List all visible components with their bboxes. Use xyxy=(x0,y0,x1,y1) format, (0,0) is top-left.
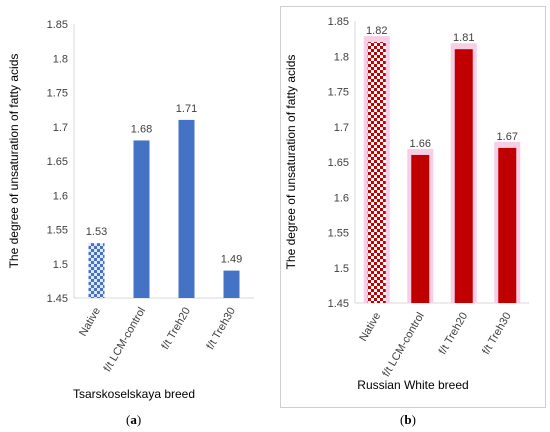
data-label: 1.66 xyxy=(410,138,431,150)
data-label: 1.67 xyxy=(497,131,518,143)
bar xyxy=(88,243,105,298)
chart-panel-a: 1.45 1.5 1.55 1.6 1.65 1.7 1.75 1.8 1.85 The degr… xyxy=(4,6,270,408)
y-tick-label: 1.8 xyxy=(53,53,68,65)
y-tick-label: 1.55 xyxy=(328,228,349,240)
y-tick-label: 1.6 xyxy=(334,192,349,204)
bar xyxy=(133,140,150,298)
y-tick-label: 1.85 xyxy=(328,16,349,28)
y-tick-label: 1.65 xyxy=(47,156,68,168)
category-label: Native xyxy=(357,311,383,344)
chart-caption: Russian White breed xyxy=(357,378,468,392)
chart-a-svg: 1.45 1.5 1.55 1.6 1.65 1.7 1.75 1.8 1.85 The degr… xyxy=(7,19,254,401)
y-tick-label: 1.75 xyxy=(328,87,349,99)
bar xyxy=(454,49,473,304)
bar xyxy=(367,42,386,304)
subfigure-label-a: (a) xyxy=(126,412,142,427)
y-tick-label: 1.85 xyxy=(47,19,68,31)
y-tick-label: 1.8 xyxy=(334,51,349,63)
bar xyxy=(178,119,195,299)
data-label: 1.53 xyxy=(86,226,107,238)
category-label: Native xyxy=(77,306,103,339)
y-tick-label: 1.65 xyxy=(328,157,349,169)
category-label: f/t Treh20 xyxy=(159,306,193,352)
bar xyxy=(498,147,517,303)
y-tick-label: 1.55 xyxy=(47,225,68,237)
y-tick-label: 1.5 xyxy=(334,263,349,275)
data-label: 1.81 xyxy=(453,32,474,44)
data-label: 1.82 xyxy=(366,25,387,37)
y-axis-title: The degree of unsaturation of fatty acid… xyxy=(7,54,21,269)
subfigure-label-b: (b) xyxy=(400,412,416,427)
bar xyxy=(223,270,240,298)
bar xyxy=(411,154,430,303)
y-tick-label: 1.7 xyxy=(53,122,68,134)
y-tick-label: 1.5 xyxy=(53,259,68,271)
y-tick-label: 1.45 xyxy=(47,293,68,305)
category-label: f/t Treh30 xyxy=(480,311,514,357)
chart-b-svg: 1.45 1.5 1.55 1.6 1.65 1.7 1.75 1.8 1.85 The degr… xyxy=(284,16,529,392)
category-label: f/t LCM-control xyxy=(380,311,426,379)
chart-panel-b: 1.45 1.5 1.55 1.6 1.65 1.7 1.75 1.8 1.85 The degr… xyxy=(280,6,546,408)
y-tick-label: 1.45 xyxy=(328,298,349,310)
data-label: 1.71 xyxy=(176,103,197,115)
y-tick-label: 1.6 xyxy=(53,190,68,202)
y-tick-label: 1.7 xyxy=(334,122,349,134)
y-tick-label: 1.75 xyxy=(47,88,68,100)
data-label: 1.68 xyxy=(131,123,152,135)
y-axis-title: The degree of unsaturation of fatty acid… xyxy=(284,55,298,270)
category-label: f/t Treh30 xyxy=(204,306,238,352)
chart-caption: Tsarskoselskaya breed xyxy=(73,387,195,401)
data-label: 1.49 xyxy=(221,254,242,266)
category-label: f/t Treh20 xyxy=(437,311,471,357)
category-label: f/t LCM-control xyxy=(102,306,148,374)
